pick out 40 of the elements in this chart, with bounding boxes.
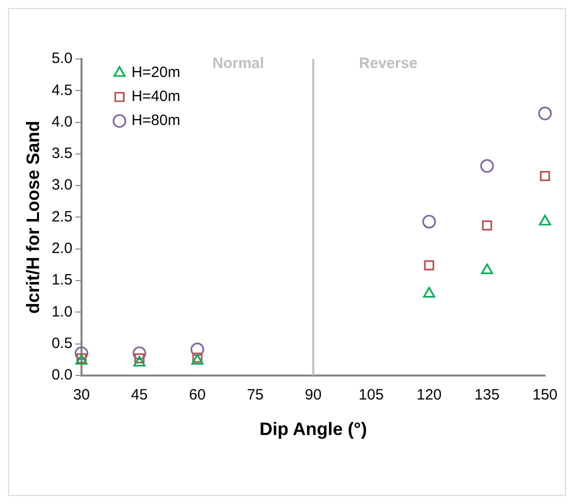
- legend-label: H=20m: [131, 64, 180, 82]
- point: [133, 356, 146, 367]
- x-tick-label: 45: [131, 386, 148, 404]
- x-tick-label: 105: [358, 386, 384, 404]
- x-tick-label: 75: [246, 386, 264, 404]
- y-tick-label: 4.0: [52, 113, 72, 130]
- y-tick-label: 1.0: [52, 303, 72, 320]
- x-tick-label: 60: [188, 386, 206, 404]
- point: [190, 342, 204, 356]
- point: [540, 171, 550, 182]
- x-tick-label: 90: [304, 386, 322, 404]
- y-tick-label: 1.5: [52, 272, 72, 289]
- point: [538, 106, 552, 120]
- y-tick-label: 3.0: [52, 176, 72, 194]
- y-tick-label: 0.5: [52, 334, 72, 352]
- y-tick-label: 4.5: [52, 82, 72, 99]
- point: [539, 214, 551, 226]
- x-tick-label: 30: [73, 386, 90, 404]
- y-tick-label: 2.0: [52, 240, 72, 257]
- y-tick-label: 2.5: [52, 208, 72, 226]
- point: [482, 220, 492, 230]
- point: [132, 346, 146, 360]
- x-tick-label: 135: [474, 386, 500, 404]
- x-tick-label: 150: [532, 386, 558, 404]
- y-tick-label: 0.0: [52, 366, 72, 384]
- annotation: Reverse: [359, 55, 418, 72]
- x-axis-title: Dip Angle (°): [259, 419, 367, 440]
- y-tick-label: 5.0: [52, 50, 72, 68]
- annotation: Normal: [212, 55, 264, 72]
- legend-label: H=80m: [131, 112, 180, 130]
- y-tick-label: 3.5: [52, 145, 72, 162]
- point: [422, 214, 436, 228]
- point: [74, 346, 88, 360]
- point: [480, 159, 494, 173]
- point: [481, 264, 494, 274]
- point: [424, 260, 434, 270]
- y-axis-title: dcrit/H for Loose Sand: [22, 120, 43, 314]
- point: [423, 286, 436, 298]
- legend-label: H=40m: [131, 88, 180, 106]
- x-tick-label: 120: [416, 386, 442, 404]
